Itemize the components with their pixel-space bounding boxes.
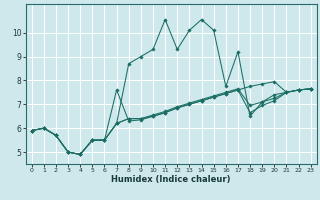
- X-axis label: Humidex (Indice chaleur): Humidex (Indice chaleur): [111, 175, 231, 184]
